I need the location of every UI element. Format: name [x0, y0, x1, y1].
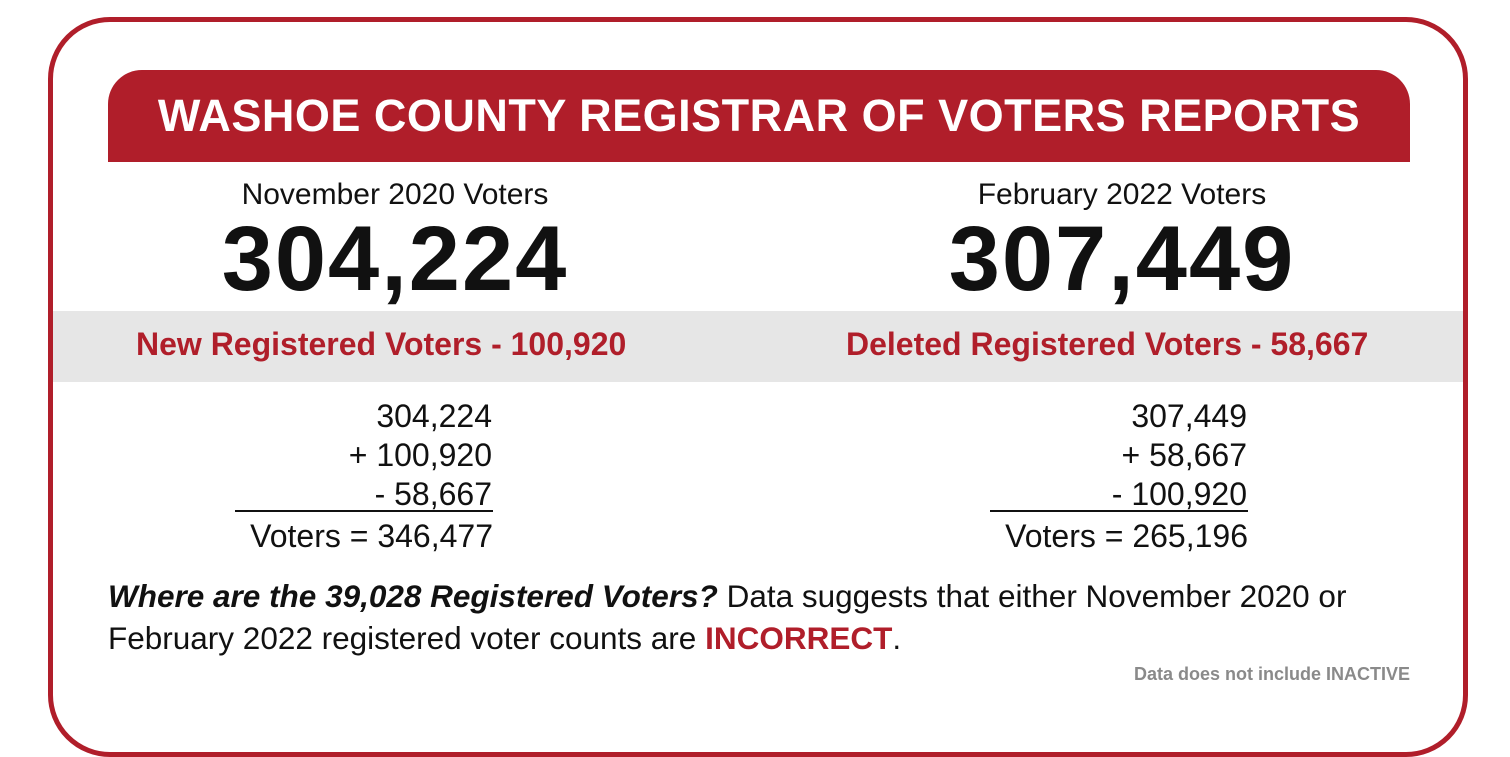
- left-calc-line: - 58,667: [374, 476, 492, 512]
- left-calc-line: + 100,920: [348, 437, 492, 473]
- page-title: WASHOE COUNTY REGISTRAR OF VOTERS REPORT…: [157, 90, 1361, 141]
- november-2020-count: 304,224: [221, 208, 569, 310]
- left-calc-line: 304,224: [376, 398, 492, 434]
- footnote: Data does not include INACTIVE: [1133, 664, 1410, 684]
- right-total: Voters = 265,196: [1005, 518, 1248, 554]
- summary-band: [53, 311, 1463, 382]
- new-registered-voters-label: New Registered Voters - 100,920: [136, 326, 627, 362]
- left-total: Voters = 346,477: [250, 518, 493, 554]
- deleted-registered-voters-label: Deleted Registered Voters - 58,667: [846, 326, 1369, 362]
- question-paragraph: Where are the 39,028 Registered Voters? …: [108, 575, 1368, 659]
- title-banner: WASHOE COUNTY REGISTRAR OF VOTERS REPORT…: [108, 70, 1410, 162]
- left-sum-rule: [235, 510, 493, 512]
- february-2022-heading: February 2022 Voters: [977, 178, 1267, 211]
- right-calc-line: + 58,667: [1121, 437, 1247, 473]
- november-2020-heading: November 2020 Voters: [241, 178, 549, 211]
- right-calc-line: 307,449: [1131, 398, 1247, 434]
- right-calc-line: - 100,920: [1111, 476, 1247, 512]
- question-end: .: [892, 620, 902, 656]
- question-body: Data suggests that either November 2020 …: [108, 578, 1347, 656]
- left-calculation: 304,224 + 100,920 - 58,667: [292, 397, 492, 514]
- right-calculation: 307,449 + 58,667 - 100,920: [1047, 397, 1247, 514]
- february-2022-count: 307,449: [948, 208, 1296, 310]
- right-sum-rule: [990, 510, 1248, 512]
- incorrect-emphasis: INCORRECT: [705, 620, 893, 656]
- question-heading: Where are the 39,028 Registered Voters?: [108, 578, 718, 614]
